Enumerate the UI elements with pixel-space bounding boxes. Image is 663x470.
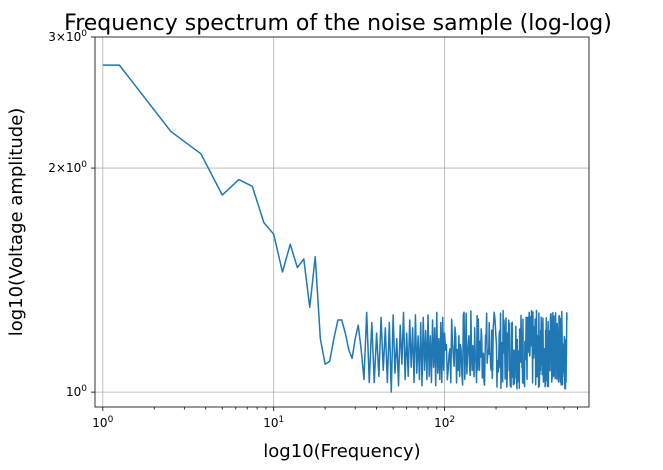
plot-frame xyxy=(94,36,590,408)
x-tick-label: 101 xyxy=(263,415,284,430)
y-axis-label: log10(Voltage amplitude) xyxy=(6,108,27,337)
axis-ticks: 100 101 102 100 2×100 3×100 xyxy=(48,29,578,430)
y-tick-label: 3×100 xyxy=(48,29,87,44)
y-tick-label: 100 xyxy=(66,384,87,399)
grid xyxy=(95,37,589,407)
x-tick-label: 100 xyxy=(92,415,113,430)
series-line xyxy=(102,64,568,393)
chart-title: Frequency spectrum of the noise sample (… xyxy=(64,11,612,36)
series-layer xyxy=(102,64,568,393)
x-tick-label: 102 xyxy=(434,415,455,430)
x-axis-label: log10(Frequency) xyxy=(263,441,420,462)
y-tick-label: 2×100 xyxy=(48,160,87,175)
